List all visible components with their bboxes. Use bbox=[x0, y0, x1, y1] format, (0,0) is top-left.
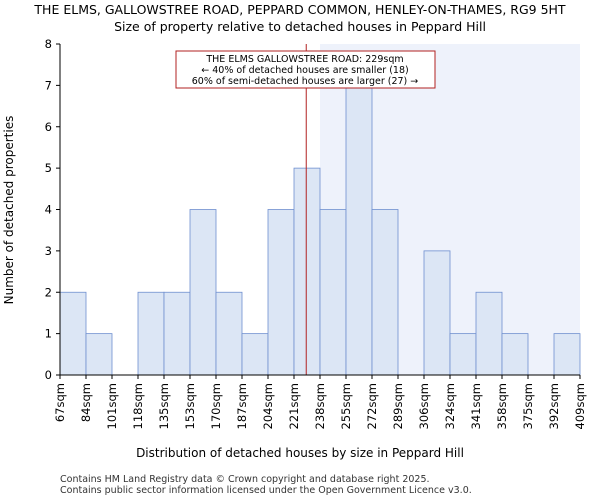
bar-118sqm bbox=[137, 291, 165, 376]
y-tick-label: 4 bbox=[45, 203, 52, 217]
x-tick-label-375sqm: 375sqm bbox=[521, 383, 535, 429]
x-axis-label: Distribution of detached houses by size … bbox=[136, 446, 464, 460]
x-tick-label-204sqm: 204sqm bbox=[261, 383, 275, 429]
x-tick-label-324sqm: 324sqm bbox=[443, 383, 457, 429]
bar-238sqm bbox=[319, 209, 347, 376]
x-tick-label-67sqm: 67sqm bbox=[53, 383, 67, 422]
annotation-line-1: THE ELMS GALLOWSTREE ROAD: 229sqm bbox=[205, 54, 403, 65]
bar-84sqm bbox=[85, 333, 113, 376]
bar-341sqm bbox=[475, 291, 503, 376]
x-tick-label-135sqm: 135sqm bbox=[157, 383, 171, 429]
x-tick-label-392sqm: 392sqm bbox=[547, 383, 561, 429]
chart-subtitle: Size of property relative to detached ho… bbox=[114, 19, 486, 34]
chart-title: THE ELMS, GALLOWSTREE ROAD, PEPPARD COMM… bbox=[33, 2, 565, 17]
x-tick-label-118sqm: 118sqm bbox=[131, 383, 145, 429]
annotation-border bbox=[175, 50, 436, 89]
x-tick-label-238sqm: 238sqm bbox=[313, 383, 327, 429]
bar-358sqm bbox=[501, 333, 529, 376]
bar-255sqm bbox=[345, 84, 373, 376]
bar-392sqm bbox=[553, 333, 581, 376]
bar-187sqm bbox=[241, 333, 269, 376]
annotation-line-2: ← 40% of detached houses are smaller (18… bbox=[201, 65, 408, 76]
x-tick-label-101sqm: 101sqm bbox=[105, 383, 119, 429]
annotation-line-3: 60% of semi-detached houses are larger (… bbox=[192, 76, 419, 87]
footer-line-1: Contains HM Land Registry data © Crown c… bbox=[60, 474, 430, 485]
x-tick-label-153sqm: 153sqm bbox=[183, 383, 197, 429]
y-tick-label: 3 bbox=[45, 244, 52, 258]
y-tick-label: 8 bbox=[45, 37, 52, 51]
bar-170sqm bbox=[215, 291, 243, 376]
bar-67sqm bbox=[59, 291, 87, 376]
bar-306sqm bbox=[423, 250, 451, 376]
x-tick-label-221sqm: 221sqm bbox=[287, 383, 301, 429]
bar-135sqm bbox=[163, 291, 191, 376]
y-tick-label: 2 bbox=[45, 285, 52, 299]
bar-204sqm bbox=[267, 209, 295, 376]
bar-272sqm bbox=[371, 209, 399, 376]
x-tick-label-84sqm: 84sqm bbox=[79, 383, 93, 422]
y-tick-label: 6 bbox=[45, 120, 52, 134]
x-tick-label-409sqm: 409sqm bbox=[573, 383, 587, 429]
bar-153sqm bbox=[189, 209, 217, 376]
x-tick-label-358sqm: 358sqm bbox=[495, 383, 509, 429]
y-tick-label: 5 bbox=[45, 161, 52, 175]
y-tick-label: 0 bbox=[45, 368, 52, 382]
x-tick-label-170sqm: 170sqm bbox=[209, 383, 223, 429]
x-tick-label-255sqm: 255sqm bbox=[339, 383, 353, 429]
y-tick-label: 7 bbox=[45, 78, 52, 92]
bar-324sqm bbox=[449, 333, 477, 376]
x-tick-label-289sqm: 289sqm bbox=[391, 383, 405, 429]
annotation-box: THE ELMS GALLOWSTREE ROAD: 229sqm ← 40% … bbox=[175, 50, 436, 89]
x-tick-label-306sqm: 306sqm bbox=[417, 383, 431, 429]
x-tick-label-272sqm: 272sqm bbox=[365, 383, 379, 429]
y-ticks-group: 0 1 2 3 4 5 6 7 8 bbox=[45, 37, 60, 382]
bars-group bbox=[59, 84, 581, 376]
y-tick-label: 1 bbox=[45, 327, 52, 341]
bar-221sqm bbox=[293, 167, 321, 376]
y-axis-label: Number of detached properties bbox=[2, 116, 16, 305]
x-tick-label-187sqm: 187sqm bbox=[235, 383, 249, 429]
x-ticks-group: 67sqm 84sqm 101sqm 118sqm 135sqm 153sqm 170sqm… bbox=[53, 375, 587, 429]
x-tick-label-341sqm: 341sqm bbox=[469, 383, 483, 429]
footer-line-2: Contains public sector information licen… bbox=[60, 485, 472, 496]
